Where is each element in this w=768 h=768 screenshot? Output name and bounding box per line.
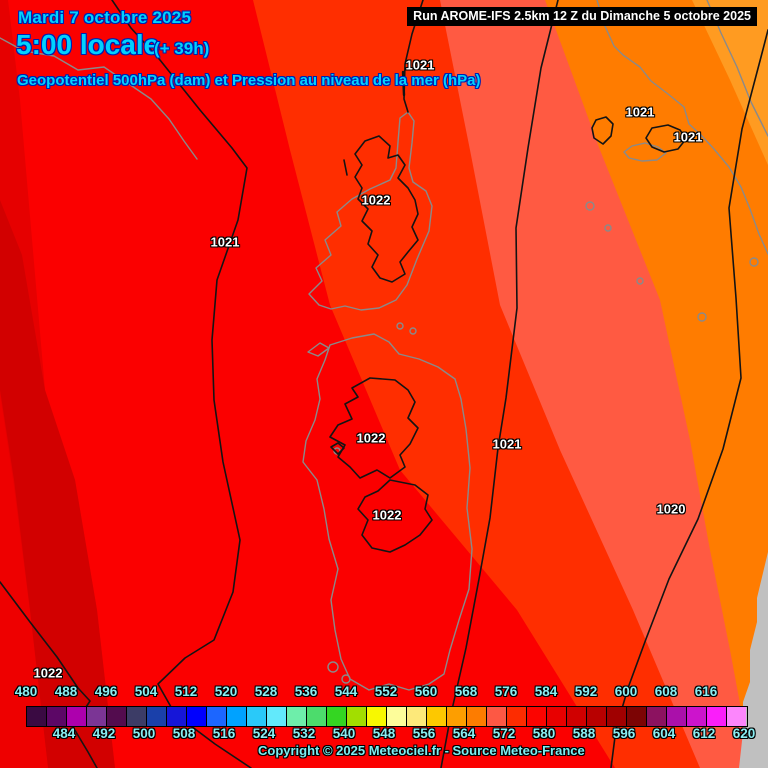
scale-cell-552	[387, 707, 407, 726]
scale-cell-500	[127, 707, 147, 726]
scale-label-532: 532	[292, 726, 316, 741]
scale-cell-620	[727, 707, 746, 726]
scale-cell-600	[627, 707, 647, 726]
scale-label-520: 520	[214, 684, 238, 699]
scale-cell-596	[607, 707, 627, 726]
scale-label-612: 612	[692, 726, 716, 741]
pressure-label-1021: 1021	[625, 104, 655, 120]
scale-cell-508	[167, 707, 187, 726]
geopotential-color-scale	[26, 706, 748, 727]
scale-label-584: 584	[534, 684, 558, 699]
scale-label-540: 540	[332, 726, 356, 741]
pressure-label-1021: 1021	[210, 234, 240, 250]
scale-label-548: 548	[372, 726, 396, 741]
scale-label-516: 516	[212, 726, 236, 741]
pressure-label-1021: 1021	[673, 129, 703, 145]
scale-cell-612	[687, 707, 707, 726]
scale-cell-524	[247, 707, 267, 726]
scale-cell-492	[87, 707, 107, 726]
scale-cell-520	[227, 707, 247, 726]
scale-cell-560	[427, 707, 447, 726]
scale-label-484: 484	[52, 726, 76, 741]
scale-label-572: 572	[492, 726, 516, 741]
date-label: Mardi 7 octobre 2025	[18, 8, 192, 27]
scale-label-544: 544	[334, 684, 358, 699]
scale-label-536: 536	[294, 684, 318, 699]
scale-label-556: 556	[412, 726, 436, 741]
forecast-offset-label: (+ 39h)	[154, 39, 210, 58]
scale-label-620: 620	[732, 726, 756, 741]
scale-label-480: 480	[14, 684, 38, 699]
scale-cell-584	[547, 707, 567, 726]
scale-cell-608	[667, 707, 687, 726]
pressure-label-1021: 1021	[492, 436, 522, 452]
scale-label-576: 576	[494, 684, 518, 699]
scale-label-600: 600	[614, 684, 638, 699]
scale-cell-548	[367, 707, 387, 726]
time-label: 5:00 locale	[16, 29, 160, 60]
out-of-domain-area	[739, 552, 768, 768]
pressure-label-1022: 1022	[33, 665, 63, 681]
scale-label-512: 512	[174, 684, 198, 699]
pressure-label-1022: 1022	[372, 507, 402, 523]
scale-cell-528	[267, 707, 287, 726]
scale-label-564: 564	[452, 726, 476, 741]
scale-cell-488	[67, 707, 87, 726]
pressure-label-1022: 1022	[356, 430, 386, 446]
pressure-label-1020: 1020	[656, 501, 686, 517]
scale-label-508: 508	[172, 726, 196, 741]
scale-label-488: 488	[54, 684, 78, 699]
scale-cell-568	[467, 707, 487, 726]
scale-cell-512	[187, 707, 207, 726]
scale-label-616: 616	[694, 684, 718, 699]
scale-cell-580	[527, 707, 547, 726]
scale-cell-540	[327, 707, 347, 726]
scale-cell-496	[107, 707, 127, 726]
scale-cell-592	[587, 707, 607, 726]
scale-cell-484	[47, 707, 67, 726]
scale-label-528: 528	[254, 684, 278, 699]
scale-cell-556	[407, 707, 427, 726]
parameter-subtitle: Geopotentiel 500hPa (dam) et Pression au…	[17, 72, 481, 89]
scale-cell-588	[567, 707, 587, 726]
model-run-info: Run AROME-IFS 2.5km 12 Z du Dimanche 5 o…	[407, 7, 757, 26]
scale-cell-504	[147, 707, 167, 726]
scale-label-560: 560	[414, 684, 438, 699]
pressure-label-1021: 1021	[405, 57, 435, 73]
scale-cell-544	[347, 707, 367, 726]
scale-label-552: 552	[374, 684, 398, 699]
pressure-label-1022: 1022	[361, 192, 391, 208]
scale-cell-532	[287, 707, 307, 726]
copyright-notice: Copyright © 2025 Meteociel.fr - Source M…	[258, 743, 585, 758]
scale-label-592: 592	[574, 684, 598, 699]
scale-label-504: 504	[134, 684, 158, 699]
scale-label-580: 580	[532, 726, 556, 741]
scale-cell-536	[307, 707, 327, 726]
scale-cell-576	[507, 707, 527, 726]
scale-label-500: 500	[132, 726, 156, 741]
scale-label-608: 608	[654, 684, 678, 699]
scale-cell-572	[487, 707, 507, 726]
scale-label-496: 496	[94, 684, 118, 699]
scale-label-492: 492	[92, 726, 116, 741]
scale-label-596: 596	[612, 726, 636, 741]
scale-label-588: 588	[572, 726, 596, 741]
scale-cell-604	[647, 707, 667, 726]
scale-label-568: 568	[454, 684, 478, 699]
scale-label-524: 524	[252, 726, 276, 741]
scale-label-604: 604	[652, 726, 676, 741]
scale-cell-480	[27, 707, 47, 726]
scale-cell-616	[707, 707, 727, 726]
scale-cell-564	[447, 707, 467, 726]
scale-cell-516	[207, 707, 227, 726]
